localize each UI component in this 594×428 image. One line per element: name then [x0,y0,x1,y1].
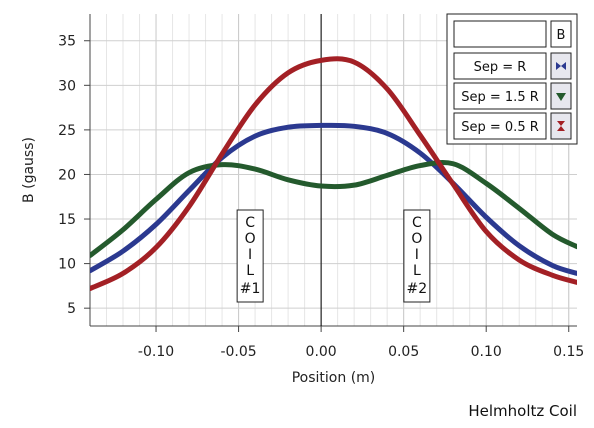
series-line-2 [90,160,577,259]
x-tick-label: 0.10 [471,344,502,360]
y-tick-label: 35 [58,34,76,50]
y-tick-label: 10 [58,257,76,273]
x-tick-label: -0.05 [220,344,256,360]
y-tick-label: 25 [58,123,76,139]
y-tick-labels: 5 10 15 20 25 30 35 [58,34,90,317]
x-tick-label: -0.10 [138,344,174,360]
legend-entry-box [453,82,547,110]
legend-entry-label: Sep = 1.5 R [461,90,539,105]
y-tick-label: 5 [67,301,76,317]
legend-entry-3[interactable]: Sep = 0.5 R [453,112,572,140]
legend-entry-1[interactable]: Sep = R [453,52,572,80]
series-line-3 [90,56,577,292]
y-axis-title: B (gauss) [21,137,37,203]
coil-letter: I [248,247,252,263]
coil-number: #2 [407,281,428,297]
coil-letter: L [246,263,254,279]
coil-label-box [236,209,264,303]
x-tick-labels: -0.10 -0.05 0.00 0.05 0.10 0.15 [138,326,584,360]
coil-letter: I [415,247,419,263]
legend-header-cell [550,20,572,48]
coil-letter: O [411,231,422,247]
series-lines [90,56,577,292]
legend-entry-box [453,112,547,140]
legend-marker-icon [556,62,566,70]
axes [89,14,577,327]
x-tick-label: 0.05 [388,344,419,360]
coil-letter: L [413,263,421,279]
legend-marker-icon [557,121,565,131]
series-line-1 [90,122,577,276]
y-tick-label: 20 [58,167,76,183]
x-tick-label: 0.15 [553,344,584,360]
coil-letter: C [412,215,422,231]
legend-marker-icon [556,93,566,101]
legend-entry-2[interactable]: Sep = 1.5 R [453,82,572,110]
legend-header-blank [453,20,547,48]
legend-header-label: B [557,28,566,43]
chart-title: Helmholtz Coil [468,402,577,420]
x-axis-title: Position (m) [292,370,376,386]
legend-entry-label: Sep = 0.5 R [461,120,539,135]
coil-letter: C [245,215,255,231]
y-tick-label: 15 [58,212,76,228]
y-tick-label: 30 [58,78,76,94]
x-tick-label: 0.00 [306,344,337,360]
legend-entry-box [453,52,547,80]
legend-entry-label: Sep = R [474,60,527,75]
coil-number: #1 [240,281,261,297]
coil-label-box [403,209,431,303]
legend: B Sep = R Sep = 1.5 R Sep = 0.5 R [446,13,578,145]
coil-letter: O [245,231,256,247]
